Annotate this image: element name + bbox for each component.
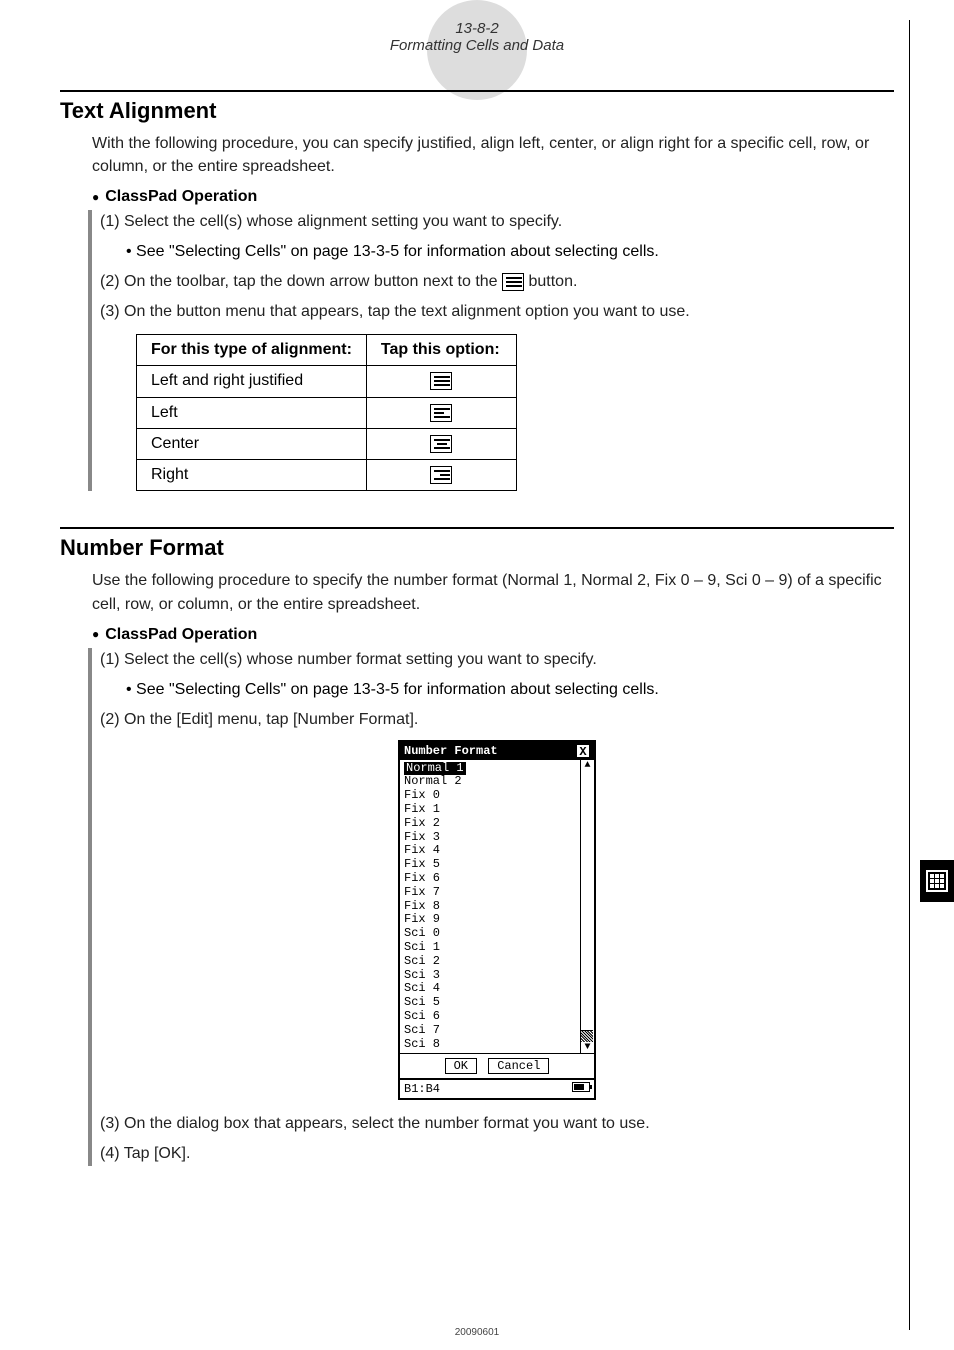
number-format-dialog: Number Format X Normal 1 Normal 2 Fix 0 … (398, 740, 596, 1101)
close-icon[interactable]: X (576, 744, 590, 758)
list-item[interactable]: Fix 5 (404, 858, 576, 872)
list-item[interactable]: Sci 1 (404, 941, 576, 955)
table-row: Right (137, 460, 517, 491)
list-item[interactable]: Sci 4 (404, 982, 576, 996)
row-icon-cell (366, 366, 516, 397)
side-tab-icon (920, 860, 954, 902)
table-header-row: For this type of alignment: Tap this opt… (137, 335, 517, 366)
table-row: Left (137, 397, 517, 428)
th-alignment: For this type of alignment: (137, 335, 367, 366)
row-icon-cell (366, 428, 516, 459)
s2-step2: (2) On the [Edit] menu, tap [Number Form… (100, 708, 894, 732)
number-format-intro: Use the following procedure to specify t… (92, 569, 894, 615)
list-item[interactable]: Fix 7 (404, 886, 576, 900)
cell-range: B1:B4 (404, 1082, 440, 1096)
steps-block-1: (1) Select the cell(s) whose alignment s… (88, 210, 894, 491)
list-item[interactable]: Normal 2 (404, 775, 576, 789)
row-icon-cell (366, 397, 516, 428)
steps-block-2: (1) Select the cell(s) whose number form… (88, 648, 894, 1167)
list-item[interactable]: Fix 4 (404, 844, 576, 858)
list-item[interactable]: Fix 8 (404, 900, 576, 914)
scroll-up-icon[interactable]: ▲ (582, 760, 594, 771)
list-item[interactable]: Fix 2 (404, 817, 576, 831)
alignment-table: For this type of alignment: Tap this opt… (136, 334, 517, 491)
list-item[interactable]: Sci 0 (404, 927, 576, 941)
row-label: Right (137, 460, 367, 491)
classpad-operation-heading-2: ClassPad Operation (92, 626, 894, 644)
list-item[interactable]: Sci 8 (404, 1038, 576, 1052)
list-item[interactable]: Fix 0 (404, 789, 576, 803)
scrollbar[interactable]: ▲ ▼ (580, 760, 594, 1054)
dialog-buttons: OK Cancel (400, 1054, 594, 1080)
row-label: Left and right justified (137, 366, 367, 397)
s1-step2-pre: (2) On the toolbar, tap the down arrow b… (100, 273, 502, 290)
battery-icon (572, 1082, 590, 1092)
list-item[interactable]: Sci 2 (404, 955, 576, 969)
page-title: Formatting Cells and Data (60, 37, 894, 54)
scroll-down-icon[interactable]: ▼ (582, 1042, 594, 1053)
scroll-track[interactable] (581, 771, 594, 1043)
page-number: 13-8-2 (60, 20, 894, 37)
th-option: Tap this option: (366, 335, 516, 366)
s1-step3: (3) On the button menu that appears, tap… (100, 300, 894, 324)
text-alignment-heading: Text Alignment (60, 98, 894, 124)
s2-step1-sub: See "Selecting Cells" on page 13-3-5 for… (126, 678, 894, 702)
dialog-title: Number Format (404, 744, 498, 758)
cancel-button[interactable]: Cancel (488, 1058, 549, 1074)
list-item[interactable]: Sci 3 (404, 969, 576, 983)
section-rule (60, 527, 894, 529)
list-item[interactable]: Sci 6 (404, 1010, 576, 1024)
page-header: 13-8-2 Formatting Cells and Data (60, 20, 894, 54)
align-right-icon (430, 466, 452, 484)
list-item-selected[interactable]: Normal 1 (404, 762, 466, 776)
list-item[interactable]: Fix 3 (404, 831, 576, 845)
s2-step4: (4) Tap [OK]. (100, 1142, 894, 1166)
grid-icon (926, 870, 948, 892)
s1-step2: (2) On the toolbar, tap the down arrow b… (100, 270, 894, 294)
align-center-icon (430, 435, 452, 453)
ok-button[interactable]: OK (445, 1058, 477, 1074)
section-rule (60, 90, 894, 92)
s1-step1: (1) Select the cell(s) whose alignment s… (100, 210, 894, 234)
dialog-titlebar: Number Format X (400, 742, 594, 760)
classpad-operation-heading-1: ClassPad Operation (92, 188, 894, 206)
right-margin-rule (909, 20, 910, 1330)
number-format-heading: Number Format (60, 535, 894, 561)
dialog-list-wrap: Normal 1 Normal 2 Fix 0 Fix 1 Fix 2 Fix … (400, 760, 594, 1055)
align-left-icon (430, 404, 452, 422)
table-row: Center (137, 428, 517, 459)
justify-icon (502, 273, 524, 291)
text-alignment-intro: With the following procedure, you can sp… (92, 132, 894, 178)
justify-icon (430, 372, 452, 390)
row-label: Left (137, 397, 367, 428)
footer-date: 20090601 (0, 1327, 954, 1338)
s2-step1: (1) Select the cell(s) whose number form… (100, 648, 894, 672)
s1-step1-sub: See "Selecting Cells" on page 13-3-5 for… (126, 240, 894, 264)
row-label: Center (137, 428, 367, 459)
list-item[interactable]: Fix 9 (404, 913, 576, 927)
s1-step2-post: button. (528, 273, 577, 290)
format-list[interactable]: Normal 1 Normal 2 Fix 0 Fix 1 Fix 2 Fix … (400, 760, 580, 1054)
list-item[interactable]: Fix 1 (404, 803, 576, 817)
list-item[interactable]: Sci 5 (404, 996, 576, 1010)
row-icon-cell (366, 460, 516, 491)
dialog-status-bar: B1:B4 (400, 1080, 594, 1098)
table-row: Left and right justified (137, 366, 517, 397)
scroll-thumb[interactable] (581, 1030, 593, 1042)
list-item[interactable]: Sci 7 (404, 1024, 576, 1038)
s2-step3: (3) On the dialog box that appears, sele… (100, 1112, 894, 1136)
list-item[interactable]: Fix 6 (404, 872, 576, 886)
